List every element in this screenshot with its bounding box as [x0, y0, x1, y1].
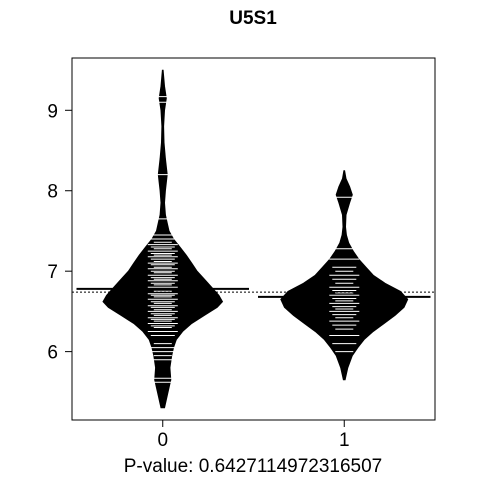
x-axis-label: P-value: 0.6427114972316507	[124, 456, 383, 477]
axes: 6 7 8 9 0 1	[47, 101, 349, 451]
plot-frame	[71, 57, 436, 421]
x-tick-label: 1	[339, 430, 350, 451]
y-tick-label: 8	[47, 182, 58, 203]
y-tick-label: 9	[47, 101, 58, 122]
y-tick-label: 7	[47, 262, 58, 283]
chart-title: U5S1	[229, 8, 277, 29]
plot-area	[72, 69, 435, 409]
y-tick-label: 6	[47, 343, 58, 364]
x-tick-label: 0	[157, 430, 168, 451]
